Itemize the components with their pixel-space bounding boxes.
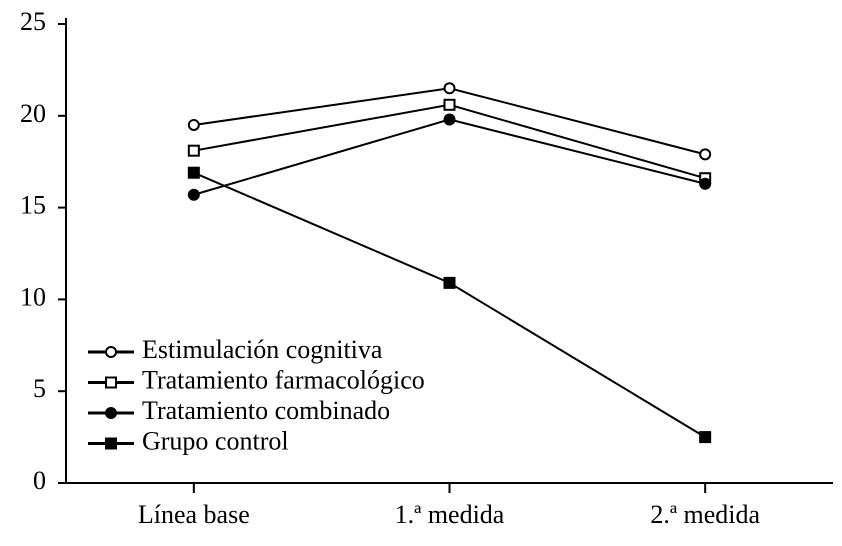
legend-marker [105,437,117,450]
x-tick-label: 1.ª medida [395,500,505,529]
y-tick-label: 25 [20,7,46,36]
point [699,148,712,161]
legend-marker [105,376,117,389]
legend-label: Grupo control [142,426,289,455]
point [187,118,200,131]
legend-marker [105,407,117,419]
point [699,177,712,190]
legend-label: Estimulación cognitiva [142,335,383,364]
point [443,82,456,95]
y-tick-label: 0 [33,466,46,495]
legend-label: Tratamiento combinado [142,396,390,425]
legend-marker [105,346,117,358]
point [443,98,456,111]
y-tick-label: 15 [20,191,46,220]
x-tick-label: Línea base [138,500,250,529]
y-tick-label: 5 [33,374,46,403]
point [443,113,456,126]
point [187,166,200,179]
y-tick-label: 10 [20,282,46,311]
point [187,188,200,201]
point [699,431,712,444]
x-tick-label: 2.ª medida [650,500,760,529]
y-tick-label: 20 [20,99,46,128]
legend-label: Tratamiento farmacológico [142,365,425,394]
point [443,276,456,289]
point [187,144,200,157]
